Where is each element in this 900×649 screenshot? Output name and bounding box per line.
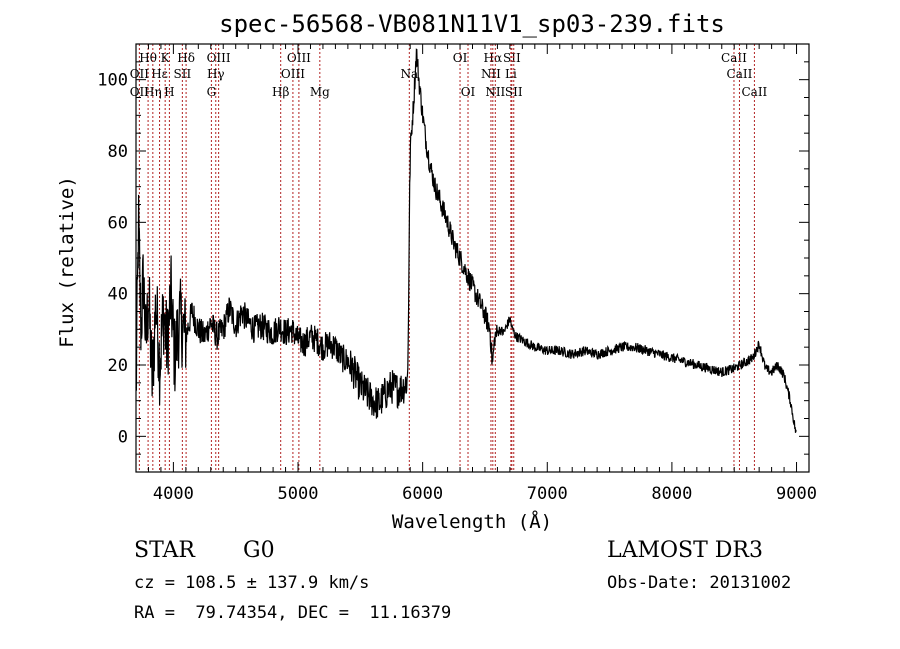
- x-tick-label: 9000: [776, 484, 817, 504]
- marker-label: SII: [505, 85, 523, 99]
- marker-label: Hε: [151, 67, 168, 81]
- marker-label: Hγ: [207, 67, 225, 81]
- marker-label: OI: [453, 51, 468, 65]
- x-tick-label: 5000: [278, 484, 319, 504]
- y-tick-label: 40: [108, 285, 128, 305]
- object-class: STAR: [134, 538, 195, 563]
- survey-name: LAMOST DR3: [607, 538, 763, 563]
- marker-label: OII: [130, 67, 150, 81]
- y-tick-label: 0: [118, 427, 128, 447]
- marker-label: OIII: [287, 51, 311, 65]
- marker-label: OII: [130, 85, 150, 99]
- marker-label: Hα: [484, 51, 503, 65]
- y-tick-label: 100: [97, 71, 128, 91]
- marker-label: Hη: [144, 85, 162, 99]
- marker-label: OI: [461, 85, 476, 99]
- x-tick-label: 4000: [153, 484, 194, 504]
- marker-label: OIII: [281, 67, 305, 81]
- marker-label: K: [161, 51, 171, 65]
- marker-label: Hβ: [272, 85, 289, 99]
- y-tick-label: 80: [108, 142, 128, 162]
- x-tick-label: 7000: [527, 484, 568, 504]
- observation-date: Obs-Date: 20131002: [607, 573, 792, 593]
- plot-frame: [135, 43, 810, 473]
- marker-label: Li: [505, 67, 517, 81]
- marker-label: SII: [503, 51, 521, 65]
- x-axis-ticks: 4000 5000 6000 7000 8000 9000: [135, 44, 817, 504]
- y-tick-label: 60: [108, 213, 128, 233]
- coordinates: RA = 79.74354, DEC = 11.16379: [134, 603, 452, 623]
- marker-label: CaII: [727, 67, 753, 81]
- marker-label: H: [164, 85, 174, 99]
- y-axis-label: Flux (relative): [56, 176, 78, 348]
- redshift-cz: cz = 108.5 ± 137.9 km/s: [134, 573, 370, 593]
- marker-label: G: [207, 85, 217, 99]
- chart-title: spec-56568-VB081N11V1_sp03-239.fits: [219, 10, 725, 38]
- marker-label: Hθ: [139, 51, 157, 65]
- marker-label: CaII: [741, 85, 767, 99]
- x-tick-label: 6000: [402, 484, 443, 504]
- flux-series-line: [135, 48, 797, 433]
- marker-label: NII: [481, 67, 501, 81]
- y-tick-label: 20: [108, 356, 128, 376]
- x-axis-label: Wavelength (Å): [392, 510, 552, 533]
- marker-label: SII: [174, 67, 192, 81]
- marker-label: NII: [485, 85, 505, 99]
- marker-label: Na: [400, 67, 418, 81]
- y-axis-ticks: 0 20 40 60 80 100: [97, 43, 809, 473]
- x-tick-label: 8000: [651, 484, 692, 504]
- marker-label: CaII: [721, 51, 747, 65]
- marker-label: OIII: [207, 51, 231, 65]
- object-subclass: G0: [243, 538, 275, 563]
- marker-label: Hδ: [177, 51, 195, 65]
- marker-label: Mg: [310, 85, 330, 99]
